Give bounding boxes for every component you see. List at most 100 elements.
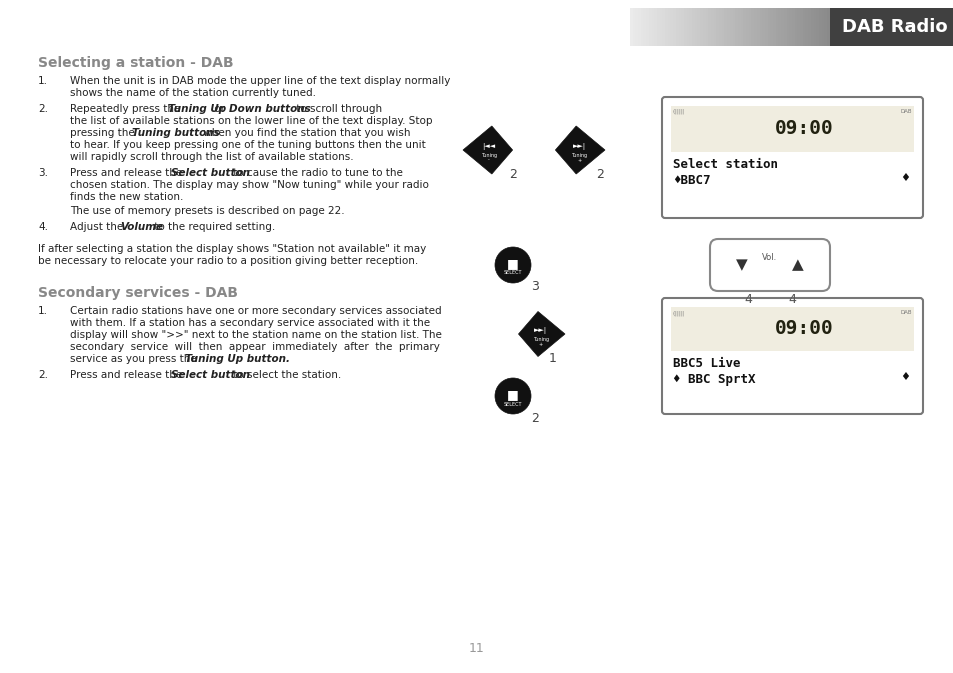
Text: Down buttons: Down buttons <box>229 104 311 114</box>
Bar <box>772 8 776 46</box>
Bar <box>816 8 820 46</box>
Bar <box>788 8 792 46</box>
Bar <box>635 8 639 46</box>
Bar <box>878 8 882 46</box>
Text: Certain radio stations have one or more secondary services associated: Certain radio stations have one or more … <box>70 306 441 316</box>
Text: be necessary to relocate your radio to a position giving better reception.: be necessary to relocate your radio to a… <box>38 256 417 266</box>
Bar <box>842 8 846 46</box>
Bar <box>866 8 870 46</box>
Bar <box>864 8 867 46</box>
Text: -: - <box>487 157 489 162</box>
Circle shape <box>495 378 531 414</box>
Text: secondary  service  will  then  appear  immediately  after  the  primary: secondary service will then appear immed… <box>70 342 439 352</box>
Bar <box>853 8 857 46</box>
Bar <box>829 8 833 46</box>
Text: DAB: DAB <box>900 109 911 114</box>
Bar <box>881 8 883 46</box>
Text: Adjust the: Adjust the <box>70 222 127 232</box>
Bar <box>686 8 690 46</box>
Text: ♦: ♦ <box>899 173 909 183</box>
Bar <box>947 8 951 46</box>
Text: SELECT: SELECT <box>503 271 521 275</box>
Bar <box>761 8 765 46</box>
Bar <box>764 8 768 46</box>
Text: to hear. If you keep pressing one of the tuning buttons then the unit: to hear. If you keep pressing one of the… <box>70 140 425 150</box>
Text: ♦ BBC SprtX: ♦ BBC SprtX <box>672 373 755 386</box>
Bar <box>716 8 720 46</box>
Bar <box>845 8 849 46</box>
Bar <box>742 8 746 46</box>
Text: 2: 2 <box>509 168 517 181</box>
Bar <box>726 8 730 46</box>
Bar <box>859 8 862 46</box>
Text: 3.: 3. <box>38 168 48 178</box>
Bar <box>702 8 706 46</box>
Bar <box>713 8 717 46</box>
Bar <box>923 8 927 46</box>
Text: +: + <box>577 157 580 162</box>
Text: finds the new station.: finds the new station. <box>70 192 183 202</box>
Bar <box>823 8 827 46</box>
Bar <box>897 8 900 46</box>
Bar <box>721 8 724 46</box>
FancyBboxPatch shape <box>661 97 923 218</box>
Text: ♦BBC7: ♦BBC7 <box>672 174 710 187</box>
Polygon shape <box>462 126 512 174</box>
Bar <box>673 8 677 46</box>
Bar <box>921 8 924 46</box>
Bar <box>719 8 722 46</box>
Bar <box>891 8 895 46</box>
Bar <box>697 8 700 46</box>
Bar <box>751 8 755 46</box>
Bar <box>735 8 739 46</box>
Text: 2.: 2. <box>38 104 48 114</box>
Polygon shape <box>555 126 604 174</box>
Bar <box>832 8 836 46</box>
Bar <box>680 8 684 46</box>
Bar <box>918 8 922 46</box>
Text: Tuning: Tuning <box>571 153 587 157</box>
Bar <box>781 8 784 46</box>
Bar <box>821 8 824 46</box>
Bar <box>670 8 674 46</box>
Bar <box>943 8 946 46</box>
Bar <box>931 8 935 46</box>
Bar <box>904 8 908 46</box>
Bar <box>829 8 953 46</box>
Text: 4: 4 <box>743 293 751 306</box>
Text: ►►|: ►►| <box>572 143 585 149</box>
Bar <box>678 8 681 46</box>
Bar <box>691 8 695 46</box>
Text: |◄◄: |◄◄ <box>481 143 495 149</box>
Bar <box>667 8 671 46</box>
Text: 09:00: 09:00 <box>774 120 833 139</box>
FancyBboxPatch shape <box>709 239 829 291</box>
Bar <box>629 8 633 46</box>
Bar <box>638 8 641 46</box>
Bar <box>913 8 916 46</box>
Text: with them. If a station has a secondary service associated with it the: with them. If a station has a secondary … <box>70 318 430 328</box>
Bar <box>800 8 803 46</box>
Text: ■: ■ <box>507 388 518 402</box>
Bar <box>754 8 757 46</box>
Text: When the unit is in DAB mode the upper line of the text display normally: When the unit is in DAB mode the upper l… <box>70 76 450 86</box>
Bar <box>834 8 838 46</box>
Bar <box>907 8 911 46</box>
Bar <box>767 8 771 46</box>
Bar <box>848 8 852 46</box>
Bar <box>934 8 938 46</box>
Bar <box>929 8 932 46</box>
Bar <box>850 8 854 46</box>
Text: to cause the radio to tune to the: to cause the radio to tune to the <box>230 168 402 178</box>
Bar <box>926 8 930 46</box>
Text: Secondary services - DAB: Secondary services - DAB <box>38 286 237 300</box>
Text: Tuning: Tuning <box>480 153 497 157</box>
Text: Select button: Select button <box>171 168 250 178</box>
Text: or: or <box>211 104 228 114</box>
Bar <box>675 8 679 46</box>
Text: 2: 2 <box>596 168 603 181</box>
Bar <box>802 8 805 46</box>
FancyBboxPatch shape <box>661 298 923 414</box>
Text: the list of available stations on the lower line of the text display. Stop: the list of available stations on the lo… <box>70 116 432 126</box>
Text: Volume: Volume <box>120 222 163 232</box>
